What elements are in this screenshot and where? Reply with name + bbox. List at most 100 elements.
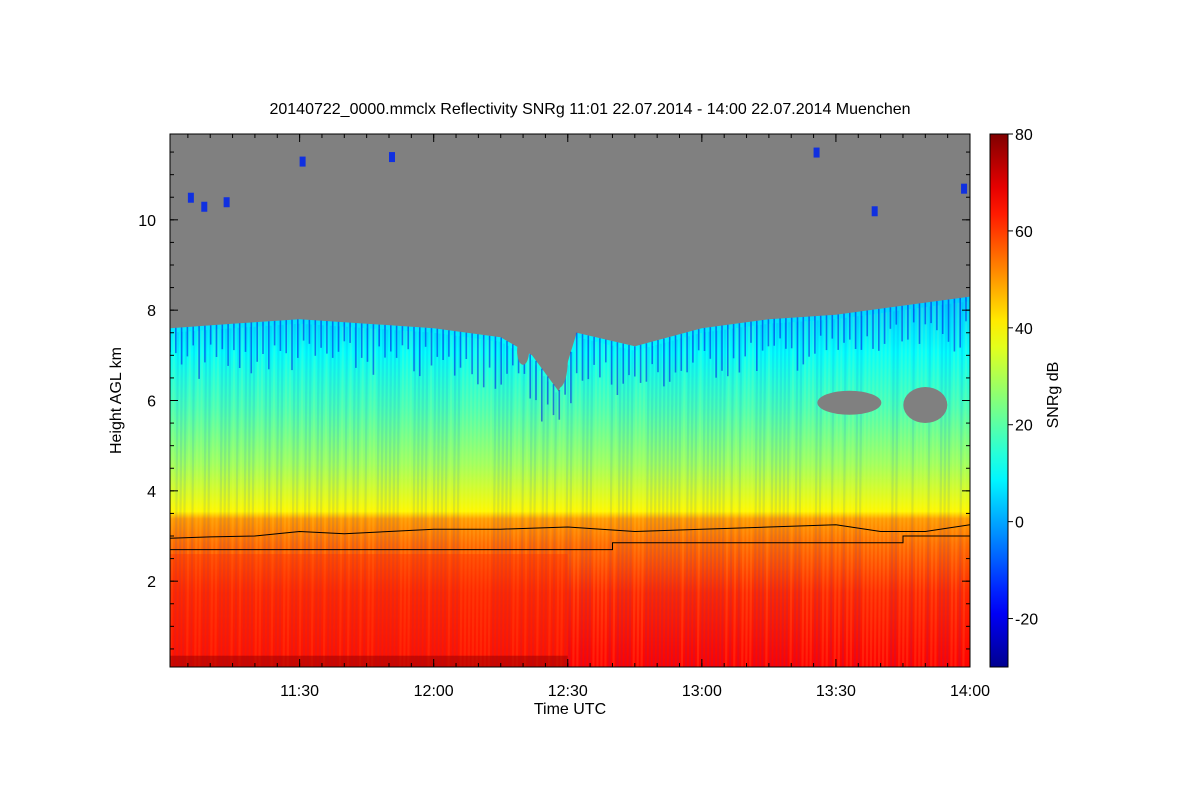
fall-streak xyxy=(877,312,884,667)
fall-streak xyxy=(511,350,517,667)
fall-streak xyxy=(399,330,405,667)
no-signal-gap xyxy=(517,336,530,365)
fall-streak xyxy=(648,345,654,667)
fall-streak xyxy=(841,317,847,667)
fall-streak xyxy=(885,311,892,667)
fall-streak xyxy=(338,326,345,667)
fall-streak xyxy=(729,328,735,667)
fall-streak xyxy=(608,345,614,667)
fall-streak xyxy=(326,325,332,667)
series-line-2 xyxy=(170,535,970,551)
fall-streak xyxy=(873,313,879,667)
fall-streak xyxy=(733,327,739,667)
no-signal-gap xyxy=(549,331,568,388)
fall-streak xyxy=(588,340,594,667)
fall-streak xyxy=(560,378,566,667)
fall-streak xyxy=(363,328,369,667)
fall-streak xyxy=(371,328,377,667)
fall-streak xyxy=(737,327,743,667)
fall-streak xyxy=(753,325,759,667)
colorbar-label: SNRg dB xyxy=(1045,362,1062,429)
colorbar-tick-label: -20 xyxy=(1015,612,1038,629)
fall-streak xyxy=(680,337,686,667)
fall-streak xyxy=(322,325,328,667)
colorbar-tick-label: 80 xyxy=(1015,127,1033,144)
fall-streak xyxy=(527,359,534,667)
fall-streak xyxy=(962,301,968,667)
colorbar-tick-label: 20 xyxy=(1015,418,1033,435)
fall-streak xyxy=(202,330,208,667)
fall-streak xyxy=(536,370,542,667)
fall-streak xyxy=(391,330,397,667)
fall-streak xyxy=(194,330,200,667)
fall-streak xyxy=(712,330,719,667)
fall-streak xyxy=(741,326,747,667)
fall-streak xyxy=(443,334,449,667)
fall-streak xyxy=(672,339,678,667)
fall-streak xyxy=(950,303,956,667)
fall-streak xyxy=(576,338,582,667)
fall-streak xyxy=(660,342,666,667)
no-signal-gaps xyxy=(187,147,968,424)
echo-speckle xyxy=(871,206,878,217)
fall-streak xyxy=(568,351,574,667)
fall-streak xyxy=(306,324,312,667)
fall-streak xyxy=(387,329,393,667)
echo-speckle xyxy=(299,156,306,167)
fall-streak xyxy=(178,331,184,667)
fall-streak xyxy=(668,340,674,667)
fall-streak xyxy=(544,381,550,667)
fall-streak xyxy=(270,325,276,667)
fall-streak xyxy=(254,326,260,667)
fall-streak xyxy=(833,318,839,667)
fall-streak xyxy=(926,306,932,667)
fall-streak xyxy=(777,322,783,667)
fall-streak xyxy=(334,326,340,667)
surface-clutter xyxy=(170,655,568,667)
fall-streak xyxy=(793,321,799,667)
fall-streak xyxy=(226,328,232,667)
fall-streak xyxy=(624,349,630,667)
fall-streak xyxy=(206,329,212,667)
reflectivity-field xyxy=(170,296,970,667)
fall-streak xyxy=(954,302,960,667)
fall-streak xyxy=(463,337,469,667)
series-lines xyxy=(170,524,970,551)
x-tick-label: 13:30 xyxy=(816,683,856,700)
fall-streak xyxy=(725,329,731,667)
fall-streak xyxy=(552,392,558,667)
fall-streak xyxy=(942,304,948,667)
fall-streak xyxy=(906,309,912,667)
fall-streak xyxy=(266,325,272,667)
x-tick-label: 12:30 xyxy=(548,683,588,700)
fall-streak xyxy=(491,341,497,667)
fall-streak xyxy=(898,310,904,667)
y-tick-label: 2 xyxy=(147,574,156,591)
fall-streak xyxy=(503,345,509,667)
fall-streak xyxy=(475,338,481,667)
fall-streak xyxy=(423,332,429,667)
fall-streak xyxy=(696,332,702,667)
axis-ticks xyxy=(170,134,971,667)
fall-streak xyxy=(186,331,192,667)
fall-streak xyxy=(258,326,264,667)
fall-streak xyxy=(676,338,682,667)
fall-streak xyxy=(813,320,819,667)
fall-streak xyxy=(395,330,401,667)
echo-speckle xyxy=(201,201,208,212)
y-tick-label: 6 xyxy=(147,394,156,411)
fall-streak xyxy=(230,328,236,667)
fall-streak xyxy=(837,318,843,667)
fall-streak xyxy=(495,341,501,667)
no-signal-gap xyxy=(903,387,948,424)
fall-streak xyxy=(286,324,292,667)
fall-streak xyxy=(902,309,908,667)
fall-streak xyxy=(664,341,670,667)
fall-streak xyxy=(636,349,642,667)
fall-streaks xyxy=(170,297,968,667)
x-axis-label: Time UTC xyxy=(534,701,606,718)
fall-streak xyxy=(218,328,224,667)
fall-streak xyxy=(383,329,389,667)
fall-streak xyxy=(238,327,244,667)
fall-streak xyxy=(889,311,896,667)
